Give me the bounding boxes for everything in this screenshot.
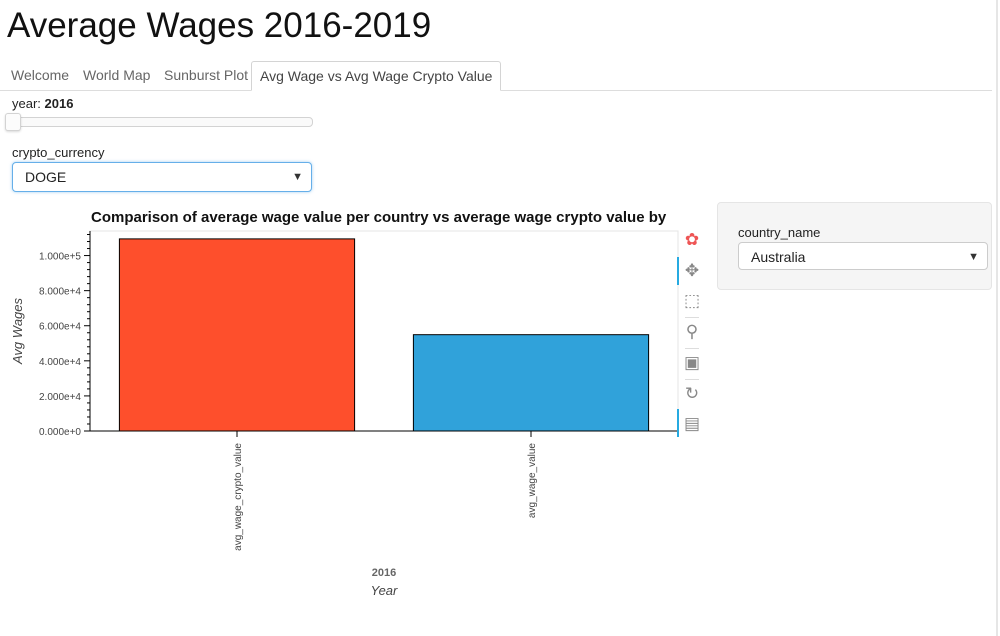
y-tick-label: 6.000e+4	[39, 322, 81, 333]
year-slider-label: year: 2016	[12, 96, 73, 111]
crypto-currency-label: crypto_currency	[12, 145, 105, 160]
bar-avg-wage-crypto-value[interactable]	[118, 238, 356, 432]
pan-active-marker	[677, 257, 679, 285]
page-right-border	[996, 0, 998, 636]
y-tick-label: 4.000e+4	[39, 357, 81, 368]
y-tick-label: 1.000e+5	[39, 252, 81, 263]
save-icon[interactable]: ▣	[683, 353, 701, 372]
year-value: 2016	[44, 96, 74, 111]
hover-icon[interactable]: ▤	[683, 414, 701, 433]
year-slider-handle[interactable]	[5, 113, 21, 131]
year-label-text: year:	[12, 96, 45, 111]
toolbar-divider	[685, 348, 699, 349]
y-axis-minor-ticks	[87, 234, 90, 425]
country-name-label: country_name	[738, 225, 821, 240]
tab-world-map[interactable]: World Map	[83, 67, 151, 83]
crypto-currency-select[interactable]: DOGE ▼	[12, 162, 312, 192]
chart-toolbar: ✿ ✥ ⬚ ⚲ ▣ ↻ ▤	[677, 226, 707, 437]
x-tick-label-avg-wage-value: avg_wage_value	[527, 443, 538, 518]
page-title: Average Wages 2016-2019	[7, 6, 432, 45]
x-group-label: 2016	[372, 567, 396, 579]
y-axis-ticks: 0.000e+0 2.000e+4 4.000e+4 6.000e+4 8.000e+4…	[39, 252, 90, 438]
y-tick-label: 8.000e+4	[39, 287, 81, 298]
hover-active-marker	[677, 409, 679, 437]
tab-sunburst-plot[interactable]: Sunburst Plot	[164, 67, 249, 83]
y-tick-label: 0.000e+0	[39, 427, 81, 438]
bar-chart: 0.000e+0 2.000e+4 4.000e+4 6.000e+4 8.000e+4…	[10, 230, 679, 598]
bar-avg-wage-value[interactable]	[412, 334, 650, 432]
y-tick-label: 2.000e+4	[39, 392, 81, 403]
year-slider-track[interactable]	[11, 117, 313, 127]
toolbar-divider	[685, 317, 699, 318]
pan-icon[interactable]: ✥	[684, 261, 700, 280]
tab-bar: Welcome World Map Sunburst Plot Avg Wage…	[0, 61, 992, 91]
box-zoom-icon[interactable]: ⬚	[683, 291, 701, 310]
chevron-down-icon: ▼	[968, 251, 979, 263]
crypto-currency-value: DOGE	[25, 169, 67, 185]
x-axis-title: Year	[371, 583, 398, 598]
toolbar-divider	[685, 379, 699, 380]
y-axis-title: Avg Wages	[10, 298, 25, 366]
tab-avg-wage-vs-crypto[interactable]: Avg Wage vs Avg Wage Crypto Value	[251, 61, 502, 91]
x-tick-label-avg-wage-crypto-value: avg_wage_crypto_value	[233, 443, 244, 551]
chevron-down-icon: ▼	[292, 171, 303, 183]
wheel-zoom-icon[interactable]: ⚲	[685, 322, 699, 341]
reset-icon[interactable]: ↻	[684, 384, 700, 403]
tab-welcome[interactable]: Welcome	[11, 67, 70, 83]
bokeh-logo-icon[interactable]: ✿	[684, 230, 700, 249]
country-name-select[interactable]: Australia ▼	[738, 242, 988, 270]
country-name-value: Australia	[751, 249, 806, 265]
chart-title: Comparison of average wage value per cou…	[91, 209, 667, 226]
